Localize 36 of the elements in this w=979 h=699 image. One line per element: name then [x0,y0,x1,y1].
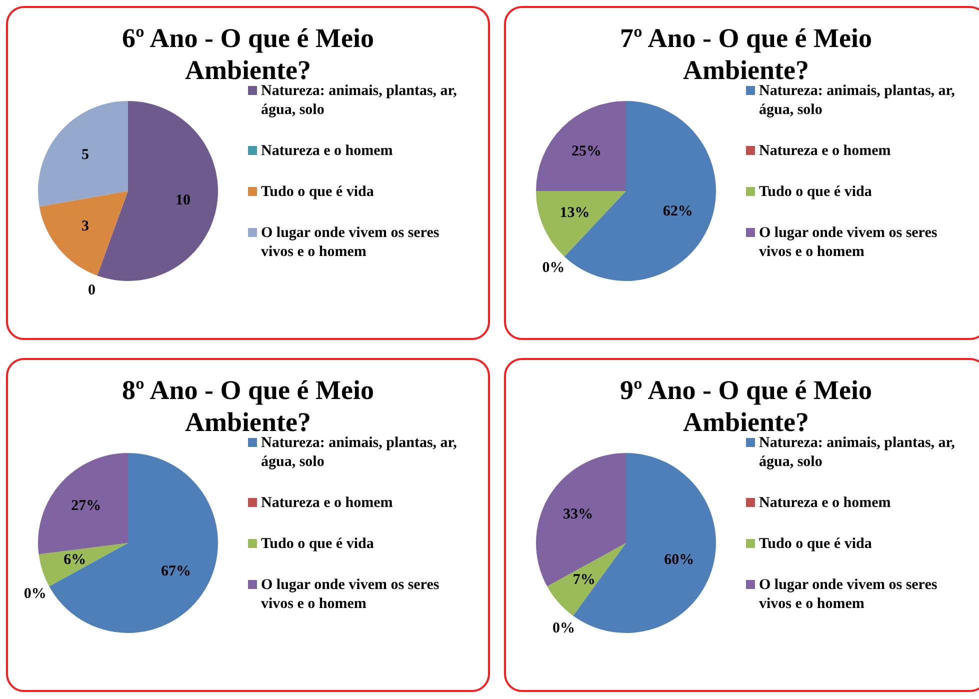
data-label: 67% [161,563,192,580]
legend-label: Tudo o que é vida [261,183,374,202]
data-label: 33% [562,506,593,522]
text: 7º Ano - O que é Meio Ambiente? [619,22,872,85]
data-label: 13% [560,205,590,222]
data-label: 10 [175,192,190,209]
legend-label: O lugar onde vivem os seres vivos e o homem [759,576,938,614]
legend-label: Natureza e o homem [261,142,393,161]
text: 0% [24,586,46,602]
text: 0% [552,620,575,637]
legend-label: Natureza e o homem [759,142,891,161]
text: 0 [88,282,96,298]
legend-label: O lugar onde vivem os seres vivos e o homem [759,224,938,262]
legend-label: Natureza: animais, plantas, ar, água, solo [261,82,458,120]
legend-label: Natureza: animais, plantas, ar, água, solo [261,434,458,472]
legend-label: O lugar onde vivem os seres vivos e o homem [261,224,440,262]
data-label: 25% [572,143,602,160]
text: 6º Ano - O que é Meio Ambiente? [121,22,374,85]
legend-label: Tudo o que é vida [759,183,872,202]
data-label: 60% [664,552,694,568]
legend-label: O lugar onde vivem os seres vivos e o homem [261,576,440,614]
legend-label: Natureza e o homem [759,494,891,513]
legend-label: Natureza: animais, plantas, ar, água, solo [759,82,956,120]
legend-label: Natureza e o homem [261,494,393,513]
data-label: 62% [662,203,693,220]
data-label: 3 [82,218,90,235]
data-label: 5 [82,147,90,164]
legend-label: Tudo o que é vida [261,535,374,554]
legend-label: Natureza: animais, plantas, ar, água, solo [759,434,956,472]
text: 0% [542,260,565,276]
text: 8º Ano - O que é Meio Ambiente? [121,374,374,437]
text: 9º Ano - O que é Meio Ambiente? [619,374,872,437]
data-label: 7% [572,572,596,588]
data-label: 27% [71,498,102,514]
legend-label: Tudo o que é vida [759,535,872,554]
data-label: 6% [64,552,86,568]
